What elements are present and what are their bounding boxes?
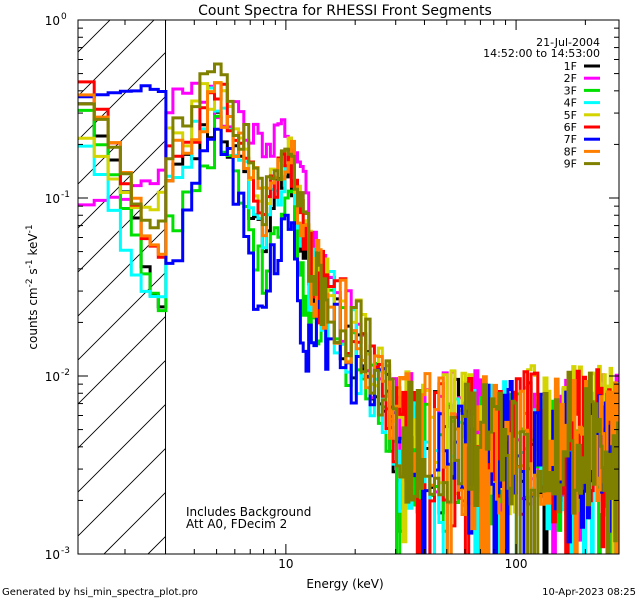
hatch-stripe bbox=[78, 447, 166, 537]
observation-date: 21-Jul-2004 bbox=[536, 36, 600, 49]
y-label-end: keV bbox=[26, 233, 40, 260]
legend-label-1F: 1F bbox=[564, 60, 577, 73]
y-label-main: counts cm bbox=[26, 287, 40, 349]
footer-timestamp: 10-Apr-2023 08:25 bbox=[542, 587, 636, 598]
y-label-exp-s: -1 bbox=[25, 259, 35, 268]
note-attenuator: Att A0, FDecim 2 bbox=[186, 517, 287, 531]
hatch-stripe bbox=[78, 403, 166, 493]
series-line-9F bbox=[78, 62, 619, 554]
y-tick-exponent: -1 bbox=[61, 190, 70, 200]
y-label-mid: s bbox=[26, 268, 40, 278]
legend-label-5F: 5F bbox=[564, 109, 577, 122]
y-tick-label: 10 bbox=[45, 548, 60, 562]
y-tick-exponent: -2 bbox=[61, 368, 70, 378]
legend-label-7F: 7F bbox=[564, 133, 577, 146]
legend-label-9F: 9F bbox=[564, 158, 577, 171]
x-tick-label: 10 bbox=[278, 557, 293, 571]
legend-label-6F: 6F bbox=[564, 121, 577, 134]
chart-title: Count Spectra for RHESSI Front Segments bbox=[198, 3, 492, 19]
y-tick-label: 10 bbox=[45, 192, 60, 206]
plot-frame bbox=[77, 19, 620, 555]
hatch-stripe bbox=[78, 20, 155, 97]
y-tick-label: 10 bbox=[45, 14, 60, 28]
hatch-stripe bbox=[78, 51, 166, 141]
legend-label-2F: 2F bbox=[564, 72, 577, 85]
x-tick-label: 100 bbox=[505, 557, 528, 571]
hatch-stripe bbox=[78, 183, 166, 273]
observation-time-range: 14:52:00 to 14:53:00 bbox=[483, 47, 600, 60]
legend-label-4F: 4F bbox=[564, 97, 577, 110]
note-background: Includes Background bbox=[186, 505, 311, 519]
x-axis-label: Energy (keV) bbox=[306, 577, 383, 591]
series-layer bbox=[78, 62, 619, 554]
y-tick-exponent: -3 bbox=[61, 546, 70, 556]
footer-generated-by: Generated by hsi_min_spectra_plot.pro bbox=[2, 587, 198, 598]
y-tick-exponent: 0 bbox=[61, 12, 67, 22]
legend-label-3F: 3F bbox=[564, 84, 577, 97]
y-label-exp-kev: -1 bbox=[25, 224, 35, 233]
y-label-exp-cm: -2 bbox=[25, 278, 35, 287]
legend-label-8F: 8F bbox=[564, 145, 577, 158]
y-tick-label: 10 bbox=[45, 370, 60, 384]
series-line-8F bbox=[78, 81, 619, 554]
y-axis-label: counts cm-2 s-1 keV-1 bbox=[25, 224, 40, 349]
